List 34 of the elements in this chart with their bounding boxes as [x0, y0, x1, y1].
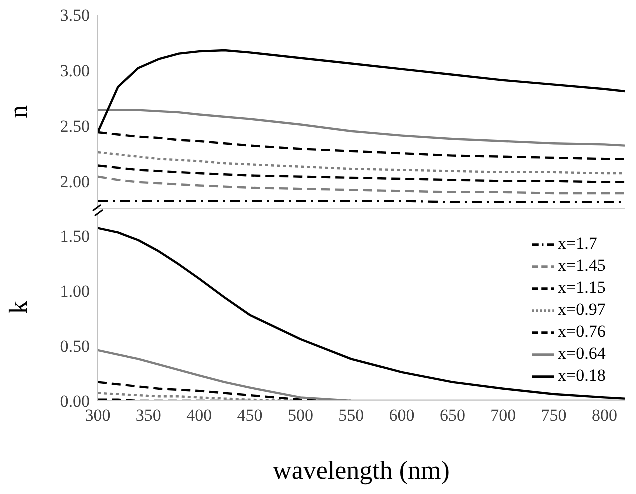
legend-label: x=1.45 [558, 256, 606, 275]
y-tick-label: 3.00 [60, 61, 90, 80]
x-tick-label: 800 [592, 406, 618, 426]
y-tick-label: 1.00 [60, 282, 90, 302]
legend-label: x=1.15 [558, 278, 606, 297]
y-tick-label: 0.50 [60, 337, 90, 356]
y-axis-title: n [4, 106, 34, 118]
x-tick-label: 500 [288, 406, 314, 426]
x-tick-label: 650 [440, 406, 466, 426]
line-series [98, 176, 625, 195]
legend-label: x=0.76 [558, 322, 606, 341]
x-tick-label: 300 [85, 406, 111, 426]
x-tick-label: 600 [389, 406, 415, 426]
legend-label: x=0.97 [558, 300, 606, 319]
x-tick-label: 350 [136, 406, 162, 426]
x-axis-title: wavelength (nm) [273, 456, 450, 485]
line-series [98, 349, 625, 401]
x-tick-label: 550 [338, 406, 364, 426]
legend-label: x=1.7 [558, 234, 598, 253]
line-series [98, 151, 625, 175]
y-tick-label: 3.50 [60, 6, 90, 26]
x-tick-label: 750 [541, 406, 567, 426]
line-series [98, 109, 625, 147]
y-tick-label: 2.00 [60, 172, 90, 192]
legend-label: x=0.18 [558, 366, 606, 385]
y-tick-label: 1.50 [60, 227, 90, 246]
y-tick-label: 2.50 [60, 116, 90, 136]
x-tick-label: 700 [490, 406, 516, 426]
x-tick-label: 450 [237, 406, 263, 426]
line-series [98, 227, 625, 400]
line-series [98, 164, 625, 184]
legend-label: x=0.64 [558, 344, 606, 363]
y-axis-title: k [4, 301, 34, 314]
x-tick-label: 400 [186, 406, 212, 426]
